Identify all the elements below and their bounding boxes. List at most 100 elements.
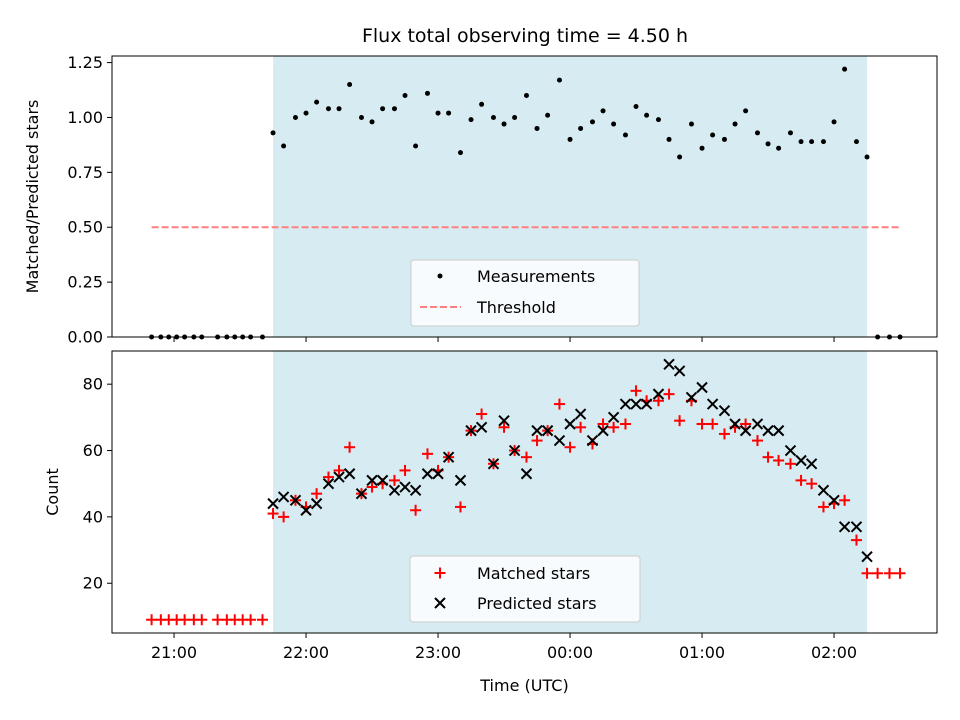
measurement-point	[413, 143, 419, 149]
predicted-star-point	[355, 487, 368, 500]
matched-star-point	[344, 441, 356, 453]
measurement-point	[523, 93, 529, 99]
predicted-star-point	[597, 424, 609, 437]
matched-star-point	[817, 501, 829, 513]
predicted-star-point	[475, 421, 488, 434]
matched-star-point	[410, 504, 422, 516]
measurement-point	[820, 139, 826, 145]
matched-star-point	[454, 501, 466, 513]
predicted-star-point	[541, 424, 554, 437]
measurement-point	[611, 121, 617, 127]
measurement-point	[347, 82, 353, 88]
matched-star-point	[564, 441, 576, 453]
legend-matched-marker	[434, 567, 446, 579]
predicted-star-point	[640, 398, 653, 410]
cross-b	[289, 494, 302, 507]
matched-star-point	[179, 614, 191, 626]
predicted-star-point	[421, 468, 434, 480]
matched-star-point	[696, 418, 708, 430]
measurement-point	[787, 130, 793, 136]
predicted-stars-points	[267, 358, 873, 563]
bottom-y-axis-label: Count	[43, 468, 62, 516]
predicted-star-point	[564, 418, 576, 430]
matched-star-point	[278, 511, 290, 523]
predicted-star-point	[388, 484, 401, 497]
bottom-legend-box	[409, 555, 641, 623]
cross-b	[729, 418, 741, 430]
legend-matched-label: Matched stars	[477, 564, 590, 583]
matched-star-point	[267, 508, 279, 520]
top-y-axis-ticks: 0.00 0.25 0.50 0.75 1.00 1.25	[67, 53, 112, 347]
matched-star-point	[212, 614, 224, 626]
top-y-tick-label: 0.75	[67, 163, 103, 182]
matched-star-point	[608, 421, 620, 433]
top-y-tick-label: 0.25	[67, 273, 103, 292]
matched-star-point	[707, 418, 719, 430]
cross-b	[310, 497, 323, 510]
bottom-x-tick-label: 21:00	[151, 643, 197, 662]
legend-measurements-label: Measurements	[477, 267, 595, 286]
measurement-point	[600, 108, 606, 114]
predicted-star-point	[828, 494, 840, 507]
predicted-star-point	[685, 391, 698, 404]
measurement-point	[292, 114, 298, 120]
predicted-star-point	[300, 504, 312, 516]
measurement-point	[490, 114, 496, 120]
measurement-point	[358, 114, 364, 120]
cross-b	[564, 418, 576, 430]
predicted-star-point	[861, 550, 873, 563]
bottom-x-axis-ticks: 21:00 22:00 23:00 00:00 01:00 02:00	[151, 633, 857, 662]
cross-b	[762, 424, 774, 437]
cross-b	[828, 494, 840, 507]
cross-b	[409, 484, 422, 497]
predicted-star-point	[520, 468, 533, 480]
predicted-star-point	[607, 411, 620, 424]
matched-star-point	[498, 421, 510, 433]
measurement-points	[149, 66, 903, 340]
matched-star-point	[256, 614, 268, 626]
predicted-star-point	[630, 398, 642, 410]
bottom-x-tick-label: 02:00	[811, 643, 857, 662]
cross-b	[772, 424, 785, 437]
cross-b	[421, 468, 434, 480]
predicted-star-point	[343, 468, 356, 480]
measurement-point	[556, 77, 562, 83]
cross-b	[861, 550, 873, 563]
matched-star-point	[784, 458, 796, 470]
cross-b	[366, 474, 378, 487]
measurement-point	[435, 110, 441, 116]
cross-b	[706, 398, 719, 410]
matched-star-point	[674, 415, 686, 427]
predicted-star-point	[586, 434, 599, 447]
measurement-point	[457, 150, 463, 156]
measurement-point	[622, 132, 628, 138]
predicted-star-point	[805, 458, 818, 470]
predicted-star-point	[508, 444, 521, 457]
matched-star-point	[630, 385, 642, 397]
measurement-point	[831, 119, 837, 125]
cross-b	[673, 365, 686, 377]
matched-star-point	[146, 614, 158, 626]
matched-star-point	[245, 614, 257, 626]
predicted-star-point	[696, 381, 708, 394]
matched-star-point	[575, 421, 587, 433]
cross-b	[434, 597, 446, 609]
measurement-point	[699, 145, 705, 151]
measurement-point	[402, 93, 408, 99]
predicted-star-point	[366, 474, 378, 487]
measurement-point	[754, 130, 760, 136]
predicted-star-point	[729, 418, 741, 430]
matched-star-point	[652, 395, 664, 407]
cross-b	[508, 444, 521, 457]
cross-b	[487, 458, 500, 470]
measurement-point	[644, 112, 650, 118]
predicted-star-point	[442, 451, 455, 463]
measurement-point	[391, 106, 397, 112]
cross-b	[343, 468, 356, 480]
cross-b	[465, 424, 477, 437]
matched-star-point	[531, 435, 543, 447]
cross-b	[607, 411, 620, 424]
matched-star-point	[861, 567, 873, 579]
legend-plus-glyph	[434, 567, 446, 579]
